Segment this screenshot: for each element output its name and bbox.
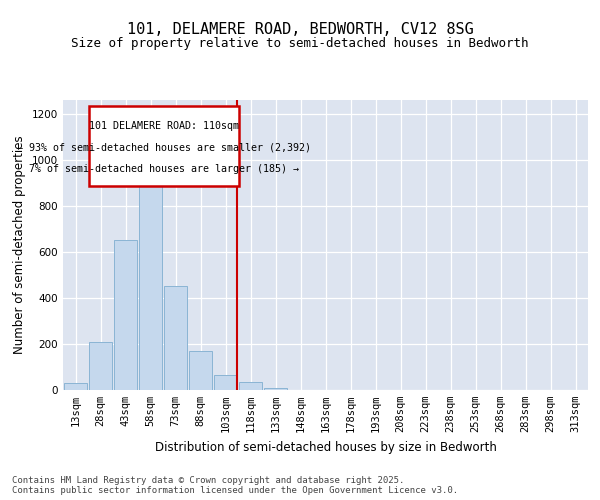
- Text: 7% of semi-detached houses are larger (185) →: 7% of semi-detached houses are larger (1…: [29, 164, 299, 173]
- Bar: [263, 388, 287, 390]
- Text: 101 DELAMERE ROAD: 110sqm: 101 DELAMERE ROAD: 110sqm: [89, 121, 239, 131]
- Y-axis label: Number of semi-detached properties: Number of semi-detached properties: [13, 136, 26, 354]
- Bar: [164, 286, 187, 390]
- Text: ← 93% of semi-detached houses are smaller (2,392): ← 93% of semi-detached houses are smalle…: [17, 142, 311, 152]
- Bar: [64, 383, 88, 390]
- Bar: [188, 351, 212, 390]
- X-axis label: Distribution of semi-detached houses by size in Bedworth: Distribution of semi-detached houses by …: [155, 440, 496, 454]
- Bar: [214, 375, 238, 390]
- Text: Contains HM Land Registry data © Crown copyright and database right 2025.
Contai: Contains HM Land Registry data © Crown c…: [12, 476, 458, 495]
- Text: 101, DELAMERE ROAD, BEDWORTH, CV12 8SG: 101, DELAMERE ROAD, BEDWORTH, CV12 8SG: [127, 22, 473, 38]
- Bar: [113, 240, 137, 390]
- Bar: [139, 150, 163, 390]
- Bar: [239, 382, 262, 390]
- Bar: [89, 106, 239, 186]
- Bar: [89, 342, 112, 390]
- Text: Size of property relative to semi-detached houses in Bedworth: Size of property relative to semi-detach…: [71, 38, 529, 51]
